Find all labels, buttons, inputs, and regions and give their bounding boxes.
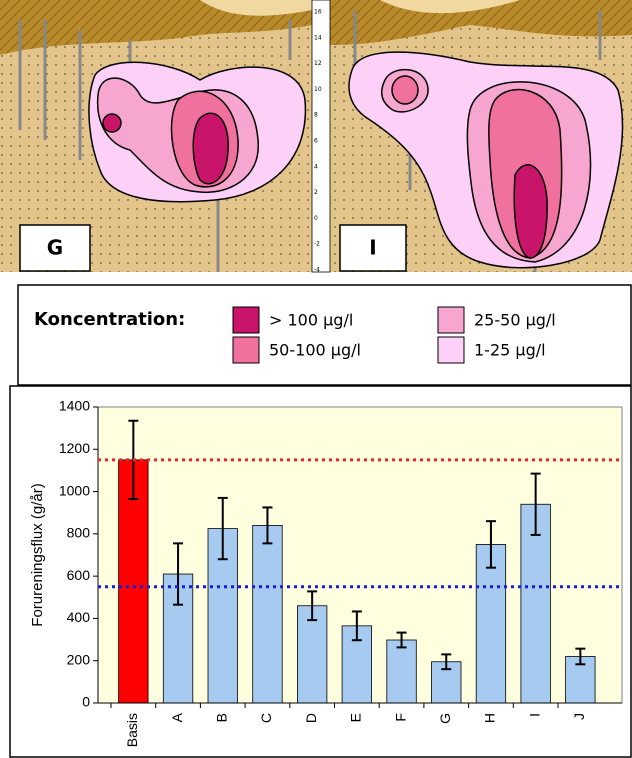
x-tick-label: F xyxy=(392,713,408,722)
panel-label: G xyxy=(47,236,63,260)
scale-label: 4 xyxy=(314,163,318,170)
y-tick-label: 1200 xyxy=(59,440,90,456)
y-tick-label: 600 xyxy=(67,567,91,583)
scale-label: 0 xyxy=(314,215,318,222)
bar xyxy=(386,639,417,704)
legend-swatch xyxy=(232,336,260,364)
x-tick-label: I xyxy=(526,713,542,717)
legend-label: 25-50 µg/l xyxy=(474,311,556,330)
legend-label: 50-100 µg/l xyxy=(269,341,361,360)
x-tick-label: E xyxy=(348,713,364,722)
legend: > 100 µg/l 50-100 µg/l 25-50 µg/l 1-25 µg/l xyxy=(232,306,556,364)
panel-label: I xyxy=(369,236,376,260)
x-tick-label: G xyxy=(437,713,453,724)
x-tick-label: J xyxy=(571,713,587,720)
scale-label: 6 xyxy=(314,138,318,145)
bar xyxy=(296,605,328,704)
legend-swatch xyxy=(437,336,465,364)
depth-scale: 16 14 12 10 8 6 4 2 0 -2 -4 xyxy=(314,9,322,274)
y-tick-label: 400 xyxy=(67,609,91,625)
scale-label: 14 xyxy=(314,34,322,41)
scale-label: 12 xyxy=(314,60,322,67)
x-tick-label: D xyxy=(303,713,319,723)
scale-label: 8 xyxy=(314,112,318,119)
scale-label: -2 xyxy=(314,241,320,248)
y-tick-label: 800 xyxy=(67,525,91,541)
map-right: I xyxy=(330,0,632,272)
scale-label: 10 xyxy=(314,86,322,93)
y-tick-label: 1000 xyxy=(59,482,90,498)
legend-label: 1-25 µg/l xyxy=(474,341,546,360)
legend-title: Koncentration: xyxy=(34,309,185,330)
bar xyxy=(520,503,551,704)
legend-label: > 100 µg/l xyxy=(269,311,353,330)
scale-label: 16 xyxy=(314,9,322,16)
y-tick-label: 0 xyxy=(82,694,90,710)
y-axis-label: Forureningsflux (g/år) xyxy=(29,483,46,626)
legend-swatch xyxy=(232,306,260,334)
map-left: G xyxy=(0,0,312,272)
y-tick-label: 1400 xyxy=(59,398,90,414)
scale-label: 2 xyxy=(314,189,318,196)
bar-chart: 0 200 400 600 800 1000 1200 1400 Forureningsflux… xyxy=(29,398,623,747)
scale-label: -4 xyxy=(314,267,320,274)
x-tick-label: H xyxy=(482,713,498,723)
bar xyxy=(341,625,373,704)
y-tick-label: 200 xyxy=(67,651,91,667)
legend-swatch xyxy=(437,306,465,334)
x-tick-label: A xyxy=(169,712,185,722)
x-tick-label: Basis xyxy=(124,713,140,747)
bar xyxy=(252,525,283,704)
x-tick-label: C xyxy=(258,713,274,723)
x-tick-label: B xyxy=(213,713,229,722)
bar xyxy=(475,544,507,704)
